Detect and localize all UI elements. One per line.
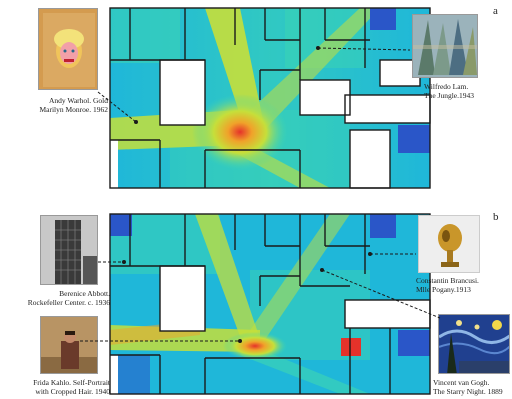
abbott-rockefeller-image xyxy=(40,215,98,285)
warhol-marilyn-image xyxy=(38,8,98,90)
warhol-caption: Andy Warhol. Gold Marilyn Monroe. 1962 xyxy=(18,96,108,114)
brancusi-caption-line1: Constantin Brancusi. xyxy=(416,276,479,285)
kahlo-caption: Frida Kahlo. Self-Portrait with Cropped … xyxy=(2,378,110,396)
lam-jungle-image xyxy=(412,14,478,78)
kahlo-caption-line2: with Cropped Hair. 1940 xyxy=(35,387,110,396)
vangogh-caption-line1: Vincent van Gogh. xyxy=(433,378,490,387)
brancusi-pogany-image xyxy=(418,215,480,273)
abbott-caption-line1: Berenice Abbott. xyxy=(59,289,110,298)
lam-caption-line2: The Jungle.1943 xyxy=(424,91,474,100)
vangogh-caption-line2: The Starry Night. 1889 xyxy=(433,387,503,396)
vangogh-starrynight-image xyxy=(438,314,510,374)
panel-b-letter: b xyxy=(493,211,499,223)
brancusi-caption-line2: Mlle Pogany.1913 xyxy=(416,285,471,294)
abbott-caption-line2: Rockefeller Center. c. 1936 xyxy=(27,298,110,307)
abbott-caption: Berenice Abbott. Rockefeller Center. c. … xyxy=(10,289,110,307)
brancusi-caption: Constantin Brancusi. Mlle Pogany.1913 xyxy=(416,276,479,294)
warhol-caption-line1: Andy Warhol. Gold xyxy=(48,96,108,105)
kahlo-selfportrait-image xyxy=(40,316,98,374)
kahlo-caption-line1: Frida Kahlo. Self-Portrait xyxy=(33,378,110,387)
lam-caption: Wilfredo Lam. The Jungle.1943 xyxy=(424,82,474,100)
panel-a-letter: a xyxy=(493,5,498,17)
lam-caption-line1: Wilfredo Lam. xyxy=(424,82,469,91)
vangogh-caption: Vincent van Gogh. The Starry Night. 1889 xyxy=(433,378,503,396)
walls-a xyxy=(109,7,431,189)
warhol-caption-line2: Marilyn Monroe. 1962 xyxy=(39,105,108,114)
